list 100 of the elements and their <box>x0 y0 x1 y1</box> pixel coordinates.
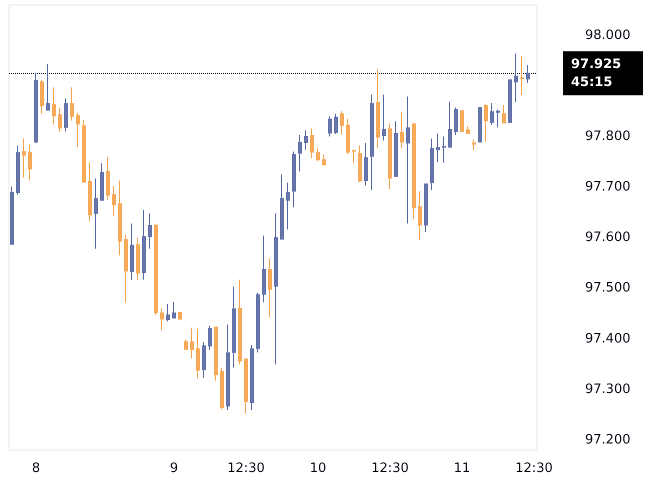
candlestick <box>124 234 128 303</box>
candlestick <box>286 182 290 230</box>
candlestick <box>130 222 134 281</box>
candlestick <box>370 94 374 191</box>
candlestick <box>424 184 428 233</box>
candlestick <box>304 130 308 150</box>
candlestick <box>118 180 122 256</box>
candlestick <box>352 149 356 164</box>
candlestick <box>142 209 146 280</box>
candlestick <box>334 113 338 134</box>
candlestick <box>430 138 434 191</box>
candlestick <box>406 96 410 224</box>
candlestick <box>202 342 206 378</box>
y-tick-label: 97.300 <box>585 382 630 397</box>
candlestick <box>226 324 230 411</box>
candlestick <box>346 118 350 155</box>
candlestick <box>436 132 440 163</box>
x-tick-label: 10 <box>310 461 326 476</box>
x-tick-label: 11 <box>454 461 470 476</box>
x-tick-label: 8 <box>32 461 40 476</box>
candlestick <box>322 154 326 166</box>
candlestick <box>190 327 194 359</box>
candlestick <box>502 104 506 124</box>
candlestick <box>214 326 218 382</box>
y-tick-label: 97.600 <box>585 230 630 246</box>
y-tick-label: 97.700 <box>585 180 630 195</box>
x-tick-label: 12:30 <box>515 461 553 476</box>
candlestick <box>520 56 524 96</box>
candlestick <box>184 339 188 350</box>
candlestick <box>52 86 56 125</box>
candlestick <box>58 107 62 132</box>
y-tick-label: 97.800 <box>585 128 630 144</box>
candlestick <box>418 190 422 241</box>
candlestick <box>526 64 530 84</box>
text: 45:15 <box>571 74 612 90</box>
candlestick <box>484 104 488 142</box>
candlestick <box>100 162 104 201</box>
candlestick <box>232 286 236 368</box>
candlestick <box>364 142 368 186</box>
candlestick <box>34 72 38 144</box>
candlestick <box>112 186 116 217</box>
candlestick <box>148 212 152 250</box>
candlestick <box>40 79 44 114</box>
candlestick <box>388 122 392 190</box>
candlestick <box>28 144 32 181</box>
candlestick <box>244 358 248 414</box>
candlestick <box>340 110 344 135</box>
candlestick <box>154 223 158 316</box>
candlestick <box>166 303 170 322</box>
candlestick <box>412 123 416 220</box>
candlestick <box>358 145 362 182</box>
y-tick-label: 98.000 <box>585 28 630 43</box>
candlestick <box>136 237 140 281</box>
candlestick <box>82 120 86 184</box>
candlestick <box>10 186 14 245</box>
candlestick <box>106 156 110 200</box>
candlestick <box>16 145 20 196</box>
y-tick-label: 97.400 <box>585 331 630 346</box>
candlestick <box>76 112 80 148</box>
candlestick <box>454 107 458 136</box>
candlestick <box>196 328 200 379</box>
candlestick <box>238 279 242 366</box>
candlestick <box>160 308 164 331</box>
candlestick <box>514 53 518 103</box>
candlestick <box>478 107 482 143</box>
candlestick <box>496 109 500 128</box>
x-tick-label: 12:30 <box>371 461 409 476</box>
candlestick <box>172 301 176 320</box>
candlestick <box>460 110 464 132</box>
candlestick <box>262 235 266 303</box>
candlestick <box>268 258 272 318</box>
candlestick <box>256 292 260 353</box>
candlestick <box>508 78 512 123</box>
candlestick <box>328 116 332 137</box>
candlestick <box>382 94 386 142</box>
candlestick <box>394 120 398 177</box>
candlestick <box>442 136 446 164</box>
x-tick-label: 9 <box>170 461 178 476</box>
candlestick <box>472 139 476 151</box>
y-tick-label: 97.500 <box>585 280 630 296</box>
candlestick <box>46 64 50 111</box>
candlestick <box>280 174 284 240</box>
x-tick-label: 12:30 <box>227 461 265 476</box>
ref-line-label: 97.925 <box>571 56 622 72</box>
candlestick <box>208 325 212 350</box>
candlestick <box>292 151 296 208</box>
candlestick <box>298 134 302 172</box>
candlestick <box>316 147 320 162</box>
candlestick <box>466 126 470 134</box>
candlestick <box>310 128 314 159</box>
candlestick <box>400 111 404 149</box>
candlestick <box>250 344 254 411</box>
candlestick <box>220 368 224 410</box>
candlestick <box>70 86 74 122</box>
candlestick <box>376 68 380 149</box>
candlestick <box>490 102 494 126</box>
candlestick <box>94 178 98 250</box>
candlestick <box>178 312 182 321</box>
candlestick <box>448 101 452 148</box>
candlestick <box>64 98 68 132</box>
